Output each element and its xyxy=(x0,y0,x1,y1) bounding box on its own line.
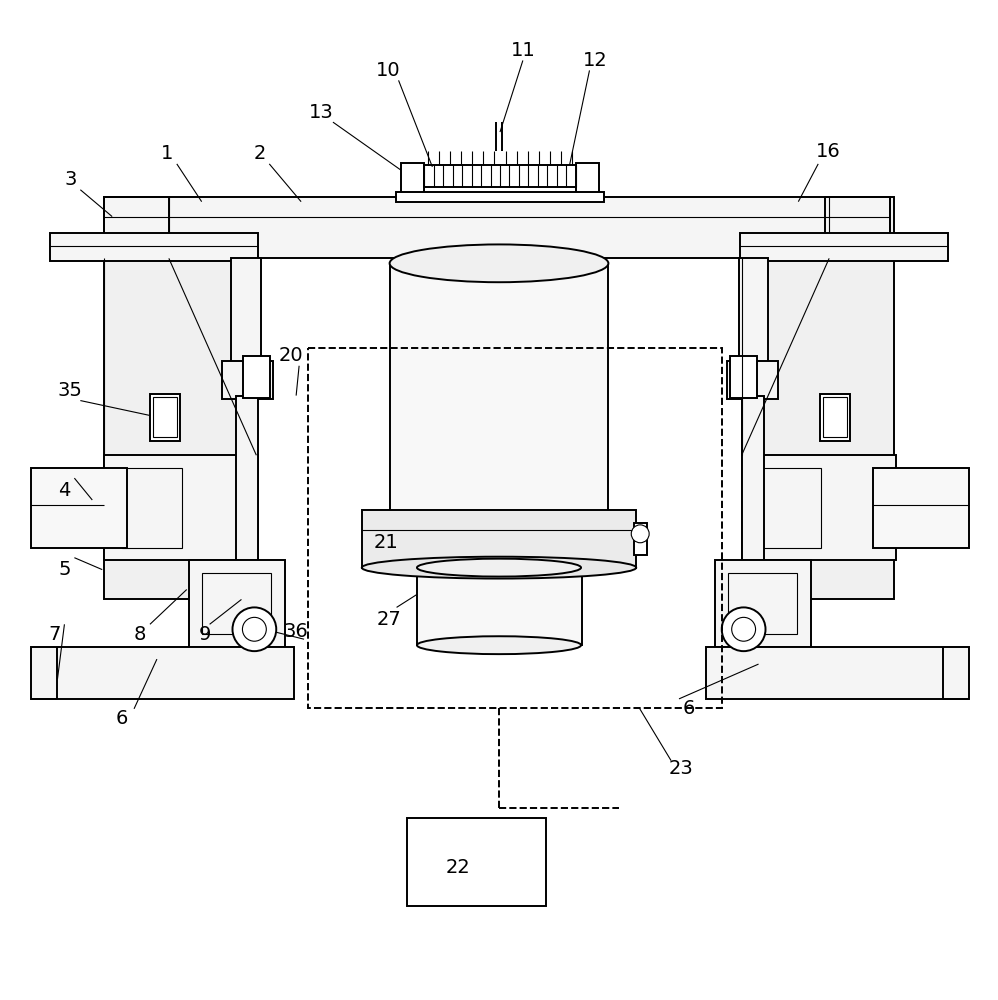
Bar xyxy=(823,397,847,437)
Bar xyxy=(400,163,424,198)
Bar xyxy=(761,468,821,548)
Bar xyxy=(424,165,576,187)
Bar xyxy=(730,356,756,398)
Bar xyxy=(873,468,969,548)
Bar xyxy=(739,258,768,363)
Polygon shape xyxy=(742,197,894,599)
Bar xyxy=(150,394,180,441)
Text: 8: 8 xyxy=(134,625,146,644)
Bar xyxy=(389,263,609,517)
Bar xyxy=(153,397,177,437)
Circle shape xyxy=(243,617,266,641)
Circle shape xyxy=(233,607,276,651)
Text: 23: 23 xyxy=(669,759,694,778)
Bar xyxy=(237,396,258,560)
Text: 27: 27 xyxy=(376,610,401,629)
Text: 5: 5 xyxy=(58,560,71,579)
Bar xyxy=(308,348,722,708)
Polygon shape xyxy=(104,197,256,599)
Bar xyxy=(576,163,600,198)
Bar xyxy=(728,573,797,634)
Ellipse shape xyxy=(361,557,637,579)
Bar xyxy=(635,523,647,555)
Bar xyxy=(50,233,258,261)
Bar xyxy=(31,647,294,699)
Bar xyxy=(825,197,890,258)
Text: 11: 11 xyxy=(511,41,535,60)
Bar xyxy=(104,455,258,560)
Circle shape xyxy=(722,607,765,651)
Bar xyxy=(820,394,850,441)
Bar xyxy=(104,197,890,258)
Text: 21: 21 xyxy=(373,533,398,552)
Bar xyxy=(189,560,285,647)
Bar xyxy=(742,455,896,560)
Ellipse shape xyxy=(389,244,609,282)
Bar xyxy=(232,258,261,363)
Text: 6: 6 xyxy=(683,699,696,718)
Bar xyxy=(406,818,546,906)
Bar xyxy=(742,396,763,560)
Circle shape xyxy=(732,617,755,641)
Bar xyxy=(122,468,182,548)
Bar xyxy=(31,468,127,548)
Text: 20: 20 xyxy=(278,346,303,365)
Bar xyxy=(727,361,778,399)
Text: 16: 16 xyxy=(815,142,840,161)
Text: 4: 4 xyxy=(58,481,71,500)
Text: 7: 7 xyxy=(48,625,61,644)
Text: 1: 1 xyxy=(161,144,173,163)
Text: 3: 3 xyxy=(64,170,77,189)
Text: 6: 6 xyxy=(116,709,129,728)
Text: 10: 10 xyxy=(376,61,401,80)
Ellipse shape xyxy=(417,559,581,577)
Bar xyxy=(202,573,271,634)
Bar xyxy=(361,510,637,568)
Ellipse shape xyxy=(417,636,581,654)
Bar xyxy=(706,647,969,699)
Text: 13: 13 xyxy=(308,103,333,122)
Text: 36: 36 xyxy=(283,622,308,641)
Text: 9: 9 xyxy=(199,625,211,644)
Bar xyxy=(222,361,273,399)
Bar xyxy=(417,568,582,645)
Circle shape xyxy=(632,525,649,543)
Text: 12: 12 xyxy=(583,51,608,70)
Bar xyxy=(104,197,169,258)
Bar xyxy=(740,233,948,261)
Text: 2: 2 xyxy=(253,144,265,163)
Bar xyxy=(244,356,270,398)
Text: 22: 22 xyxy=(446,858,471,877)
Text: 35: 35 xyxy=(58,381,83,400)
Bar xyxy=(715,560,811,647)
Bar xyxy=(395,192,605,202)
